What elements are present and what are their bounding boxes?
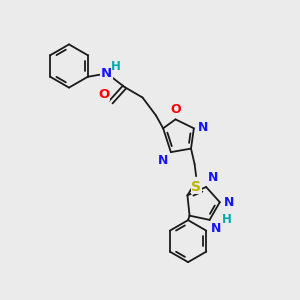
Text: H: H bbox=[222, 213, 232, 226]
Text: N: N bbox=[197, 121, 208, 134]
Text: H: H bbox=[111, 60, 121, 74]
Text: O: O bbox=[98, 88, 110, 100]
Text: O: O bbox=[171, 103, 182, 116]
Text: S: S bbox=[191, 180, 201, 194]
Text: N: N bbox=[158, 154, 168, 166]
Text: N: N bbox=[224, 196, 234, 209]
Text: N: N bbox=[101, 67, 112, 80]
Text: N: N bbox=[208, 171, 218, 184]
Text: N: N bbox=[211, 222, 221, 235]
